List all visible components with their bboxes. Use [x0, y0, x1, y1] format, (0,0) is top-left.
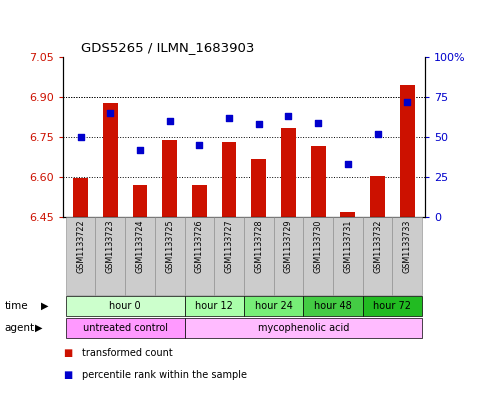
Text: GDS5265 / ILMN_1683903: GDS5265 / ILMN_1683903 — [81, 42, 254, 55]
Bar — [281, 128, 296, 217]
Text: GSM1133727: GSM1133727 — [225, 219, 234, 273]
Bar — [273, 217, 303, 295]
Bar — [333, 217, 363, 295]
Text: ▶: ▶ — [41, 301, 49, 311]
Point — [225, 115, 233, 121]
Bar — [185, 318, 422, 338]
Point — [77, 134, 85, 140]
Bar — [392, 217, 422, 295]
Text: GSM1133733: GSM1133733 — [403, 219, 412, 273]
Bar — [244, 217, 273, 295]
Point — [284, 113, 292, 119]
Text: hour 48: hour 48 — [314, 301, 352, 310]
Text: hour 0: hour 0 — [109, 301, 141, 310]
Bar — [244, 296, 303, 316]
Text: GSM1133723: GSM1133723 — [106, 219, 115, 273]
Text: agent: agent — [5, 323, 35, 333]
Bar — [251, 159, 266, 217]
Bar — [363, 217, 392, 295]
Text: hour 12: hour 12 — [195, 301, 233, 310]
Text: ▶: ▶ — [35, 323, 43, 333]
Point — [314, 119, 322, 126]
Bar — [303, 296, 363, 316]
Bar — [185, 217, 214, 295]
Bar — [341, 212, 355, 217]
Text: percentile rank within the sample: percentile rank within the sample — [82, 370, 247, 380]
Point — [106, 110, 114, 116]
Point — [166, 118, 173, 124]
Point — [374, 131, 382, 137]
Bar — [125, 217, 155, 295]
Text: GSM1133730: GSM1133730 — [313, 219, 323, 273]
Text: GSM1133724: GSM1133724 — [136, 219, 144, 273]
Text: transformed count: transformed count — [82, 348, 173, 358]
Point — [403, 99, 411, 105]
Bar — [311, 145, 326, 217]
Bar — [96, 217, 125, 295]
Bar — [303, 217, 333, 295]
Bar — [66, 318, 185, 338]
Text: GSM1133728: GSM1133728 — [254, 219, 263, 273]
Bar — [162, 140, 177, 217]
Bar — [214, 217, 244, 295]
Text: GSM1133729: GSM1133729 — [284, 219, 293, 273]
Bar — [370, 176, 385, 217]
Point — [255, 121, 263, 127]
Text: time: time — [5, 301, 28, 311]
Point — [344, 161, 352, 167]
Text: GSM1133722: GSM1133722 — [76, 219, 85, 273]
Bar — [222, 142, 237, 217]
Text: mycophenolic acid: mycophenolic acid — [257, 323, 349, 332]
Text: GSM1133726: GSM1133726 — [195, 219, 204, 273]
Bar — [155, 217, 185, 295]
Text: ■: ■ — [63, 348, 72, 358]
Point — [196, 142, 203, 148]
Bar — [400, 85, 414, 217]
Bar — [132, 185, 147, 217]
Bar — [185, 296, 244, 316]
Bar — [66, 217, 96, 295]
Text: hour 24: hour 24 — [255, 301, 293, 310]
Bar — [363, 296, 422, 316]
Text: ■: ■ — [63, 370, 72, 380]
Point — [136, 147, 144, 153]
Bar — [103, 103, 118, 217]
Bar — [66, 296, 185, 316]
Text: GSM1133725: GSM1133725 — [165, 219, 174, 273]
Bar — [73, 178, 88, 217]
Text: GSM1133732: GSM1133732 — [373, 219, 382, 273]
Bar — [192, 185, 207, 217]
Text: GSM1133731: GSM1133731 — [343, 219, 352, 273]
Text: untreated control: untreated control — [83, 323, 168, 332]
Text: hour 72: hour 72 — [373, 301, 412, 310]
